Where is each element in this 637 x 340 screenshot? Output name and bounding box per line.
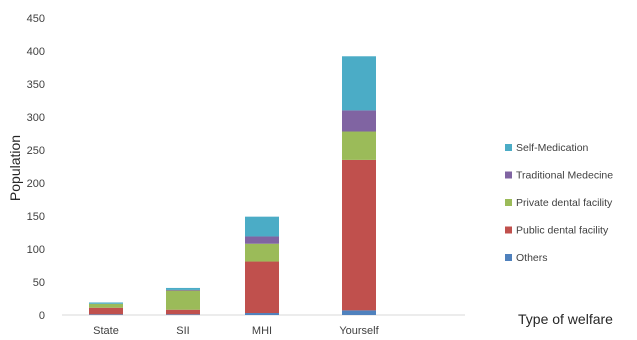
bar-segment [342, 110, 376, 132]
x-tick-label: Yourself [339, 325, 379, 337]
legend-label: Private dental facility [516, 197, 613, 209]
legend-item: Self-Medication [505, 142, 589, 154]
y-tick-label: 0 [39, 310, 45, 322]
y-tick-label: 300 [27, 112, 45, 124]
y-tick-label: 50 [33, 277, 45, 289]
bar-segment [166, 287, 200, 290]
y-tick-label: 150 [27, 211, 45, 223]
legend-label: Self-Medication [516, 142, 589, 154]
bar-segment [342, 310, 376, 315]
y-tick-label: 250 [27, 145, 45, 157]
x-tick-label: MHI [252, 325, 272, 337]
bar-segment [89, 314, 123, 315]
x-tick-label: State [93, 325, 119, 337]
bar-segment [245, 313, 279, 315]
bar-segment [166, 289, 200, 291]
bar-stack [166, 287, 200, 315]
bar-segment [89, 303, 123, 308]
bar-segment [342, 159, 376, 311]
y-tick-label: 350 [27, 79, 45, 91]
legend-item: Public dental facility [505, 225, 609, 237]
bar-segment [245, 243, 279, 262]
x-axis-title: Type of welfare [518, 311, 613, 327]
legend-label: Traditional Medecine [516, 170, 613, 182]
y-tick-label: 200 [27, 178, 45, 190]
legend: Self-Medication Traditional Medecine Priva… [505, 142, 613, 264]
bar-segment [166, 290, 200, 310]
bar-stack [89, 302, 123, 315]
legend-swatch [505, 144, 512, 151]
legend-item: Private dental facility [505, 197, 613, 209]
legend-swatch [505, 254, 512, 261]
y-tick-label: 400 [27, 46, 45, 58]
y-axis-ticks: 0 50 100 150 200 250 300 350 400 450 [27, 13, 45, 322]
bar-stack [342, 56, 376, 315]
legend-label: Public dental facility [516, 225, 609, 237]
bar-segment [166, 309, 200, 315]
legend-item: Others [505, 252, 548, 264]
legend-swatch [505, 226, 512, 234]
bar-segment [245, 236, 279, 244]
bar-segment [89, 302, 123, 304]
bar-stack [245, 216, 279, 315]
bar-segment [342, 131, 376, 160]
y-axis-title: Population [7, 135, 23, 201]
bar-segment [245, 216, 279, 237]
bars [89, 56, 376, 315]
legend-label: Others [516, 252, 548, 264]
legend-item: Traditional Medecine [505, 170, 613, 182]
x-tick-label: SII [176, 325, 189, 337]
bar-segment [342, 56, 376, 111]
y-tick-label: 100 [27, 244, 45, 256]
legend-swatch [505, 171, 512, 179]
bar-segment [245, 261, 279, 314]
x-axis-ticks: State SII MHI Yourself [93, 325, 379, 337]
legend-swatch [505, 199, 512, 206]
bar-segment [166, 314, 200, 315]
bar-segment [89, 307, 123, 315]
y-tick-label: 450 [27, 13, 45, 25]
